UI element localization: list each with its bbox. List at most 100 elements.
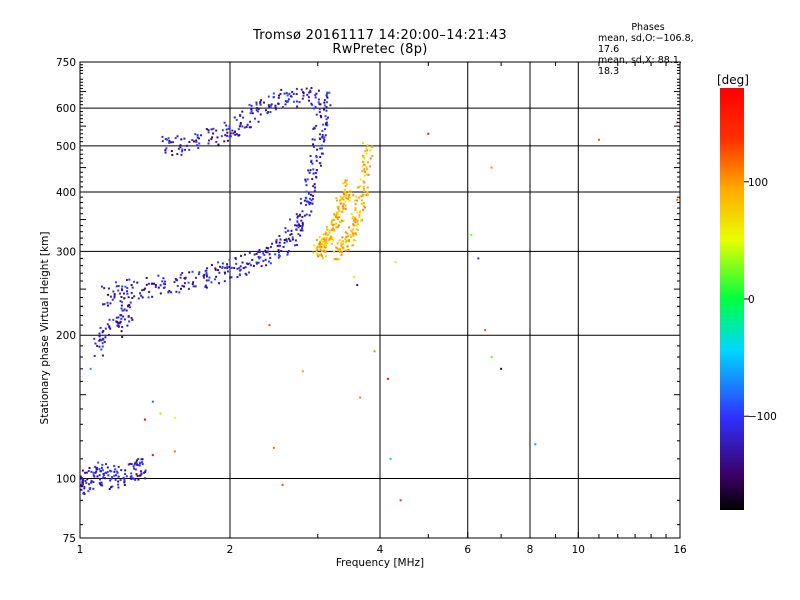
data-point <box>115 316 118 319</box>
data-point <box>353 276 356 279</box>
data-point <box>188 271 191 274</box>
data-point <box>317 101 320 104</box>
data-point <box>215 275 218 278</box>
data-point <box>298 214 301 217</box>
data-point <box>386 377 389 380</box>
data-point <box>130 472 133 475</box>
data-point <box>394 261 397 264</box>
data-point <box>83 487 86 490</box>
data-point <box>111 298 114 301</box>
data-point <box>106 470 109 473</box>
data-point <box>257 261 260 264</box>
data-point <box>258 251 261 254</box>
data-point <box>223 266 226 269</box>
data-point <box>336 218 339 221</box>
data-point <box>278 255 281 258</box>
data-point <box>323 249 326 252</box>
y-tick-label: 600 <box>56 103 76 115</box>
data-point <box>259 256 262 259</box>
data-point <box>121 326 124 329</box>
data-point <box>128 320 131 323</box>
data-point <box>133 280 136 283</box>
data-point <box>315 159 318 162</box>
data-point <box>139 461 142 464</box>
data-point <box>355 227 358 230</box>
data-point <box>296 216 299 219</box>
data-point <box>121 285 124 288</box>
data-point <box>332 218 335 221</box>
data-point <box>351 232 354 235</box>
data-point <box>117 289 120 292</box>
data-point <box>289 233 292 236</box>
data-point <box>137 458 140 461</box>
data-point <box>289 95 292 98</box>
data-point <box>324 134 327 137</box>
data-point <box>205 269 208 272</box>
data-point <box>102 474 105 477</box>
x-axis-label: Frequency [MHz] <box>335 557 425 569</box>
data-point <box>342 205 345 208</box>
data-point <box>255 109 258 112</box>
data-point <box>328 237 331 240</box>
data-point <box>356 186 359 189</box>
data-point <box>195 139 198 142</box>
data-point <box>336 247 339 250</box>
data-point <box>322 240 325 243</box>
data-point <box>115 285 118 288</box>
data-point <box>80 488 83 491</box>
data-point <box>266 112 269 115</box>
data-point <box>98 338 101 341</box>
data-point <box>81 469 84 472</box>
data-point <box>198 137 201 140</box>
data-point <box>116 470 119 473</box>
data-point <box>350 213 353 216</box>
data-point <box>300 227 303 230</box>
data-point <box>107 474 110 477</box>
data-point <box>220 135 223 138</box>
data-point <box>311 162 314 165</box>
data-point <box>191 270 194 273</box>
data-point <box>192 285 195 288</box>
data-point <box>287 237 290 240</box>
data-point <box>320 147 323 150</box>
data-point <box>204 284 207 287</box>
data-point <box>92 481 95 484</box>
data-point <box>154 285 157 288</box>
data-point <box>106 323 109 326</box>
data-point <box>324 241 327 244</box>
data-point <box>123 478 126 481</box>
x-tick-label: 8 <box>527 544 534 556</box>
data-point <box>183 282 186 285</box>
data-point <box>322 233 325 236</box>
data-point <box>317 98 320 101</box>
data-point <box>249 112 252 115</box>
data-point <box>217 282 220 285</box>
data-point <box>309 193 312 196</box>
data-point <box>112 318 115 321</box>
data-point <box>159 284 162 287</box>
data-point <box>314 105 317 108</box>
data-point <box>117 316 120 319</box>
data-point <box>181 148 184 151</box>
data-point <box>173 417 176 420</box>
data-point <box>123 308 126 311</box>
data-point <box>331 229 334 232</box>
data-point <box>311 138 314 141</box>
data-point <box>312 145 315 148</box>
data-point <box>362 201 365 204</box>
data-point <box>354 199 357 202</box>
data-point <box>267 95 270 98</box>
data-point <box>349 190 352 193</box>
data-point <box>268 324 271 327</box>
data-point <box>163 280 166 283</box>
data-point <box>363 163 366 166</box>
data-point <box>216 136 219 139</box>
data-point <box>213 278 216 281</box>
data-point <box>353 216 356 219</box>
data-point <box>335 214 338 217</box>
data-point <box>361 219 364 222</box>
data-point <box>335 197 338 200</box>
data-point <box>143 288 146 291</box>
data-point <box>116 320 119 323</box>
data-point <box>92 474 95 477</box>
